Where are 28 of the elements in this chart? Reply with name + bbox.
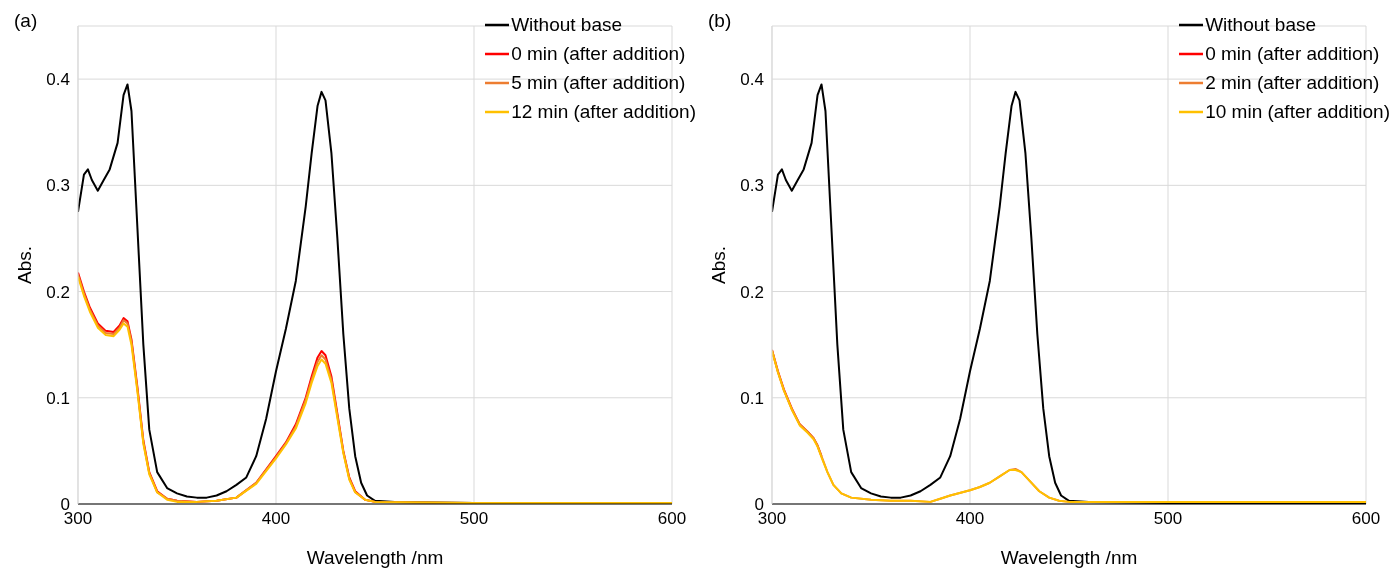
y-axis-title: Abs. — [707, 245, 729, 285]
chart-title: (a) — [14, 10, 38, 32]
y-tick-label: 0.4 — [740, 70, 764, 90]
x-axis-title: Wavelength /nm — [306, 547, 444, 568]
y-tick-label: 0.1 — [740, 388, 764, 408]
y-axis-title: Abs. — [13, 245, 35, 285]
x-tick-label: 400 — [261, 509, 291, 529]
y-tick-label: 0.1 — [46, 388, 70, 408]
x-axis-title: Wavelength /nm — [1000, 547, 1138, 568]
y-tick-label: 0.2 — [740, 282, 764, 302]
legend-label: 0 min (after addition) — [511, 42, 686, 66]
x-tick-label: 600 — [1351, 509, 1381, 529]
chart-title: (b) — [708, 10, 732, 32]
x-tick-label: 600 — [657, 509, 687, 529]
x-tick-label: 500 — [1153, 509, 1183, 529]
y-tick-label: 0.4 — [46, 70, 70, 90]
legend-label: 5 min (after addition) — [511, 71, 686, 95]
legend-label: Without base — [1205, 13, 1317, 37]
legend-label: 2 min (after addition) — [1205, 71, 1380, 95]
legend-label: 12 min (after addition) — [511, 100, 696, 124]
legend-label: 0 min (after addition) — [1205, 42, 1380, 66]
y-tick-label: 0.2 — [46, 282, 70, 302]
y-tick-label: 0.3 — [740, 176, 764, 196]
x-tick-label: 500 — [459, 509, 489, 529]
x-tick-label: 400 — [955, 509, 985, 529]
legend-label: 10 min (after addition) — [1205, 100, 1390, 124]
y-tick-label: 0.3 — [46, 176, 70, 196]
legend-label: Without base — [511, 13, 623, 37]
